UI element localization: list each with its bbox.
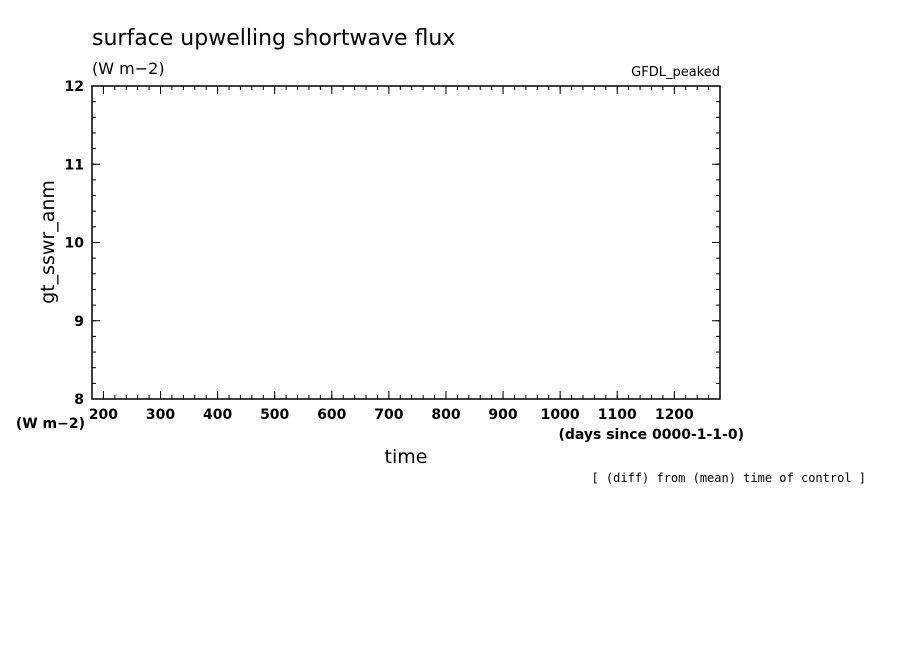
footnote: [ (diff) from (mean) time of control ]	[591, 471, 866, 485]
x-axis-label: time	[385, 446, 428, 468]
x-tick-label: 400	[203, 407, 232, 423]
x-tick-label: 700	[374, 407, 403, 423]
x-tick-label: 200	[89, 407, 118, 423]
y-tick-label: 10	[65, 236, 85, 252]
x-tick-label: 1000	[541, 407, 580, 423]
y-tick-label: 11	[65, 157, 84, 173]
y-tick-label: 8	[74, 392, 84, 408]
plot-frame	[91, 85, 721, 400]
x-tick-label: 1100	[598, 407, 637, 423]
x-tick-label: 800	[431, 407, 460, 423]
y-tick-labels: 8 9 10 11 12	[65, 79, 85, 408]
x-tick-labels: 200 300 400 500 600 700 800 900 1000 1100 1200	[89, 407, 694, 423]
x-tick-label: 600	[317, 407, 346, 423]
y-axis-label: gt_sswr_anm	[37, 180, 59, 304]
dataset-label: GFDL_peaked	[631, 65, 720, 80]
y-tick-label: 9	[74, 314, 84, 330]
x-tick-label: 300	[146, 407, 175, 423]
x-tick-label: 900	[488, 407, 517, 423]
x-tick-label: 1200	[655, 407, 694, 423]
x-tick-label: 500	[260, 407, 289, 423]
title-units: (W m−2)	[92, 59, 165, 78]
chart-title: surface upwelling shortwave flux	[92, 26, 455, 51]
x-axis-units: (days since 0000-1-1-0)	[558, 427, 744, 443]
y-axis-units: (W m−2)	[16, 416, 85, 432]
ticks-layer	[91, 85, 721, 400]
y-tick-label: 12	[65, 79, 84, 95]
